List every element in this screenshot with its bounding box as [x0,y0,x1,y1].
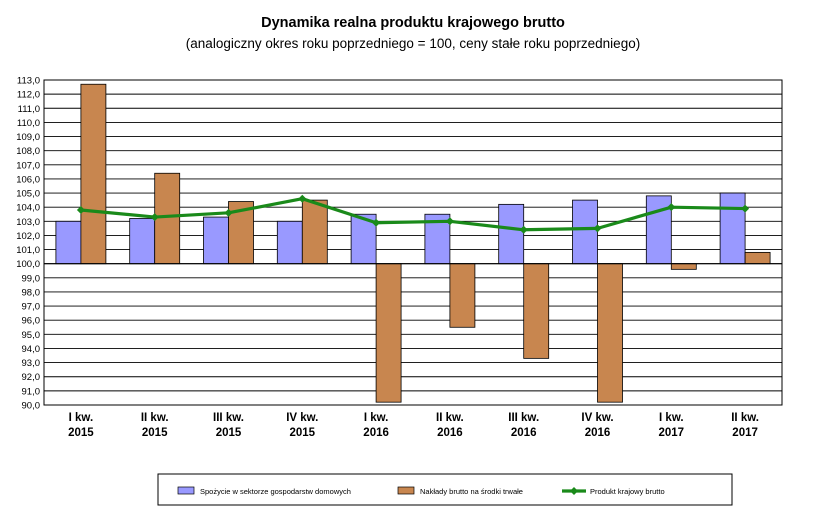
legend-box [157,473,733,506]
y-tick-label: 101,0 [16,245,40,256]
bar-naklady [523,263,550,359]
y-tick-label: 107,0 [16,160,40,171]
bar-naklady [375,263,402,403]
x-tick-label-quarter: I kw. [69,412,94,424]
legend-swatch-marker [570,487,578,495]
pkb-point [150,213,159,222]
bar-naklady [449,263,476,328]
bar-naklady [301,199,328,265]
bar-spozycie [498,203,525,265]
pkb-point [224,208,233,217]
pkb-point [667,203,676,212]
y-tick-label: 105,0 [16,189,40,200]
bar-naklady [670,263,697,270]
y-tick-label: 106,0 [16,174,40,185]
x-tick-label-year: 2016 [437,427,463,439]
x-tick-label-year: 2016 [585,427,611,439]
y-tick-label: 113,0 [17,76,40,87]
y-tick-label: 90,0 [22,401,41,412]
y-tick-label: 102,0 [16,231,40,242]
x-tick-label-year: 2016 [511,427,537,439]
bar-spozycie [129,218,156,265]
y-tick-label: 97,0 [22,302,41,313]
x-tick-label-quarter: I kw. [659,412,684,424]
bar-spozycie [350,213,377,265]
y-tick-label: 104,0 [16,203,40,214]
pkb-point [76,206,85,214]
x-tick-label-quarter: III kw. [508,412,539,424]
y-tick-label: 95,0 [22,330,41,341]
y-tick-label: 98,0 [22,287,41,298]
y-tick-label: 99,0 [22,273,41,284]
chart-title: Dynamika realna produktu krajowego brutt… [261,15,565,31]
x-tick-label-year: 2015 [142,427,168,439]
pkb-line [80,197,746,232]
bar-naklady [80,83,107,265]
pkb-point [372,218,381,227]
bar-spozycie [572,199,598,265]
x-tick-label-year: 2015 [290,427,316,439]
legend-swatch [177,486,195,495]
legend: Spożycie w sektorze gospodarstw domowych… [157,473,733,506]
chart-subtitle: (analogiczny okres roku poprzedniego = 1… [186,36,640,51]
x-tick-label-quarter: IV kw. [286,412,318,424]
bar-naklady [154,172,181,265]
bar-spozycie [645,195,672,265]
y-tick-label: 94,0 [22,344,41,355]
pkb-point [298,194,307,203]
y-tick-label: 93,0 [22,358,41,369]
x-tick-label-quarter: III kw. [213,412,244,424]
bar-naklady [597,263,623,403]
y-tick-label: 110,0 [17,118,40,129]
y-tick-label: 91,0 [22,386,41,397]
bar-spozycie [55,220,82,265]
y-tick-label: 100,0 [16,259,40,270]
pkb-point [593,224,602,233]
bar-naklady [744,251,771,265]
x-tick-label-year: 2015 [68,427,94,439]
y-tick-label: 109,0 [16,132,40,143]
x-tick-label-quarter: I kw. [364,412,389,424]
bar-spozycie [203,216,229,265]
legend-label: Produkt krajowy brutto [590,487,665,496]
legend-label: Nakłady brutto na środki trwałe [420,487,523,496]
pkb-point [445,217,454,226]
pkb-point [519,225,528,234]
legend-label: Spożycie w sektorze gospodarstw domowych [200,487,351,496]
x-tick-label-year: 2017 [732,427,758,439]
y-tick-label: 92,0 [22,372,41,383]
pkb-point [741,204,750,213]
y-tick-label: 103,0 [16,217,40,228]
x-tick-label-year: 2017 [659,427,685,439]
x-tick-label-quarter: II kw. [141,412,169,424]
plot-area: 90,0 91,0 92,0 93,0 94,0 95,0 96,0 97,0 98,0 99,0… [16,76,783,439]
y-tick-label: 111,0 [18,104,40,115]
x-tick-label-year: 2015 [216,427,242,439]
y-tick-label: 112,0 [17,90,40,101]
plot-frame [43,79,783,406]
bar-spozycie [719,192,746,265]
x-tick-label-quarter: II kw. [731,412,759,424]
x-tick-label-year: 2016 [363,427,389,439]
y-tick-label: 108,0 [16,146,40,157]
x-tick-label-quarter: II kw. [436,412,464,424]
legend-swatch [397,486,415,495]
y-tick-label: 96,0 [22,316,41,327]
x-tick-label-quarter: IV kw. [581,412,613,424]
bar-spozycie [276,220,303,265]
